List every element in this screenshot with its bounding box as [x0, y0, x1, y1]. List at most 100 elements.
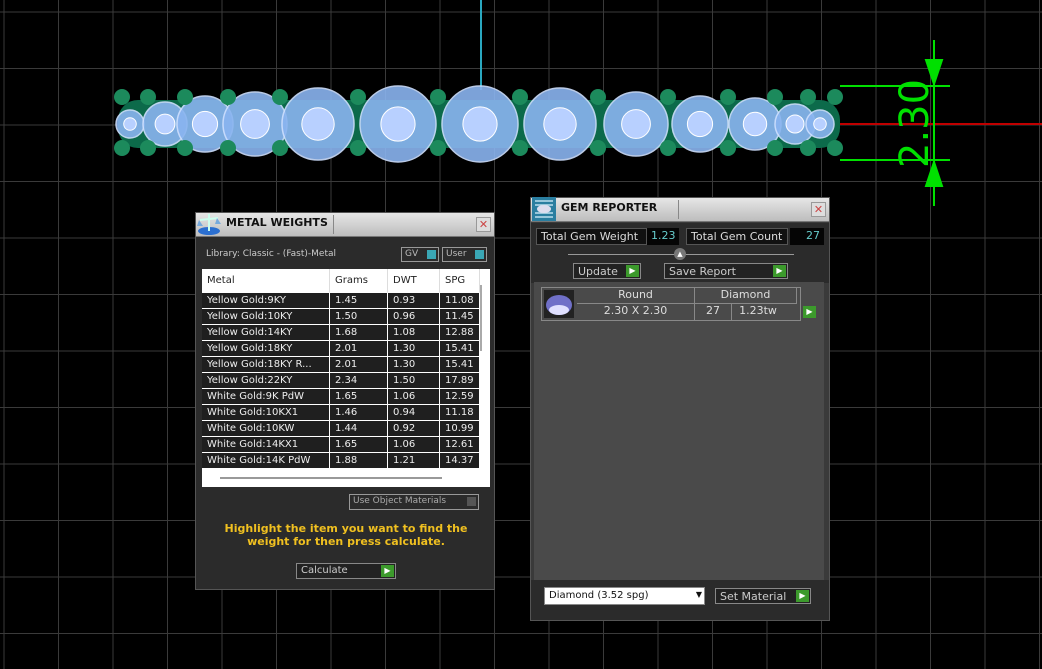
- table-cell: White Gold:9K PdW: [202, 389, 330, 405]
- hint-text: Highlight the item you want to find the …: [224, 522, 468, 548]
- update-button[interactable]: Update ▶: [573, 263, 641, 279]
- prong: [827, 140, 843, 156]
- set-material-label: Set Material: [720, 590, 787, 603]
- table-row[interactable]: White Gold:9K PdW 1.65 1.06 12.59: [202, 389, 490, 405]
- gem-count: 27: [695, 304, 732, 320]
- close-button[interactable]: ✕: [476, 217, 491, 232]
- table-cell: 11.08: [440, 293, 480, 309]
- column-header[interactable]: DWT: [388, 269, 440, 293]
- prong: [767, 140, 783, 156]
- gem-report-icon: [532, 197, 556, 221]
- column-header[interactable]: Grams: [330, 269, 388, 293]
- save-report-button[interactable]: Save Report ▶: [664, 263, 788, 279]
- calculate-button[interactable]: Calculate ▶: [296, 563, 396, 579]
- play-icon: ▶: [796, 590, 809, 602]
- prong: [220, 140, 236, 156]
- set-material-button[interactable]: Set Material ▶: [715, 588, 811, 604]
- user-toggle[interactable]: User: [442, 247, 487, 262]
- table-row[interactable]: Yellow Gold:18KY 2.01 1.30 15.41: [202, 341, 490, 357]
- table-row[interactable]: White Gold:10KX1 1.46 0.94 11.18: [202, 405, 490, 421]
- prong: [590, 140, 606, 156]
- prong: [220, 89, 236, 105]
- table-cell: 12.59: [440, 389, 480, 405]
- metal-scale-icon: [197, 214, 221, 235]
- prong: [140, 140, 156, 156]
- collapse-toggle[interactable]: ▲: [674, 248, 686, 260]
- prong: [590, 89, 606, 105]
- gem-weight: 1.23tw: [739, 304, 777, 317]
- play-icon: ▶: [381, 565, 394, 577]
- prong: [272, 89, 288, 105]
- prong: [140, 89, 156, 105]
- panel-title: METAL WEIGHTS: [226, 216, 328, 229]
- table-cell: 12.88: [440, 325, 480, 341]
- table-row[interactable]: Yellow Gold:10KY 1.50 0.96 11.45: [202, 309, 490, 325]
- table-cell: 2.01: [330, 341, 388, 357]
- prong: [177, 140, 193, 156]
- total-gem-weight-label: Total Gem Weight: [536, 228, 647, 245]
- table-cell: 0.92: [388, 421, 440, 437]
- prong: [660, 89, 676, 105]
- prong: [800, 140, 816, 156]
- table-cell: 12.61: [440, 437, 480, 453]
- table-row[interactable]: White Gold:14K PdW 1.88 1.21 14.37: [202, 453, 490, 469]
- metal-weights-titlebar[interactable]: METAL WEIGHTS ✕: [196, 213, 494, 237]
- save-report-label: Save Report: [669, 265, 736, 278]
- table-header: Metal Grams DWT SPG: [202, 269, 490, 293]
- table-row[interactable]: White Gold:10KW 1.44 0.92 10.99: [202, 421, 490, 437]
- table-row[interactable]: Yellow Gold:18KY R... 2.01 1.30 15.41: [202, 357, 490, 373]
- table-cell: 11.18: [440, 405, 480, 421]
- table-row[interactable]: Yellow Gold:22KY 2.34 1.50 17.89: [202, 373, 490, 389]
- select-gem-button[interactable]: ▶: [803, 306, 816, 318]
- prong: [767, 89, 783, 105]
- table-cell: 15.41: [440, 357, 480, 373]
- column-header[interactable]: Metal: [202, 269, 330, 293]
- dimension-marker: [840, 40, 950, 206]
- table-row[interactable]: White Gold:14KX1 1.65 1.06 12.61: [202, 437, 490, 453]
- library-label: Library: Classic - (Fast)-Metal: [206, 249, 337, 259]
- total-gem-count-value: 27: [790, 228, 824, 245]
- table-cell: 1.44: [330, 421, 388, 437]
- prong: [430, 89, 446, 105]
- gem-list-item[interactable]: Round Diamond 2.30 X 2.30 27 1.23tw ▶: [541, 287, 816, 321]
- gv-label: GV: [405, 249, 419, 259]
- table-cell: White Gold:10KW: [202, 421, 330, 437]
- table-cell: Yellow Gold:10KY: [202, 309, 330, 325]
- table-cell: 1.30: [388, 341, 440, 357]
- table-cell: 1.65: [330, 389, 388, 405]
- column-header[interactable]: SPG: [440, 269, 480, 293]
- table-cell: Yellow Gold:18KY: [202, 341, 330, 357]
- close-button[interactable]: ✕: [811, 202, 826, 217]
- use-object-materials-toggle[interactable]: Use Object Materials: [349, 494, 479, 510]
- metal-table: Metal Grams DWT SPG Yellow Gold:9KY 1.45 0.93 1…: [202, 269, 490, 487]
- scrollbar-horizontal[interactable]: [220, 477, 442, 479]
- material-select[interactable]: Diamond (3.52 spg) ▼: [544, 587, 705, 605]
- update-label: Update: [578, 265, 618, 278]
- table-cell: 0.93: [388, 293, 440, 309]
- prong: [660, 140, 676, 156]
- gv-toggle[interactable]: GV: [401, 247, 439, 262]
- table-cell: 0.96: [388, 309, 440, 325]
- table-row[interactable]: Yellow Gold:14KY 1.68 1.08 12.88: [202, 325, 490, 341]
- table-cell: 1.30: [388, 357, 440, 373]
- table-cell: 10.99: [440, 421, 480, 437]
- play-icon: ▶: [773, 265, 786, 277]
- prong: [272, 140, 288, 156]
- chevron-down-icon: ▼: [695, 590, 702, 599]
- table-cell: 1.46: [330, 405, 388, 421]
- prong: [430, 140, 446, 156]
- table-cell: Yellow Gold:22KY: [202, 373, 330, 389]
- total-gem-weight-value: 1.23: [647, 228, 679, 245]
- scrollbar-vertical[interactable]: [480, 285, 482, 351]
- table-cell: 1.08: [388, 325, 440, 341]
- table-cell: 2.01: [330, 357, 388, 373]
- use-object-materials-label: Use Object Materials: [353, 496, 447, 506]
- table-cell: 1.50: [388, 373, 440, 389]
- gem-reporter-titlebar[interactable]: GEM REPORTER ✕: [531, 197, 829, 222]
- gem-list: Round Diamond 2.30 X 2.30 27 1.23tw ▶: [534, 282, 824, 580]
- table-cell: 11.45: [440, 309, 480, 325]
- prong: [350, 140, 366, 156]
- table-row[interactable]: Yellow Gold:9KY 1.45 0.93 11.08: [202, 293, 490, 309]
- table-cell: 1.06: [388, 437, 440, 453]
